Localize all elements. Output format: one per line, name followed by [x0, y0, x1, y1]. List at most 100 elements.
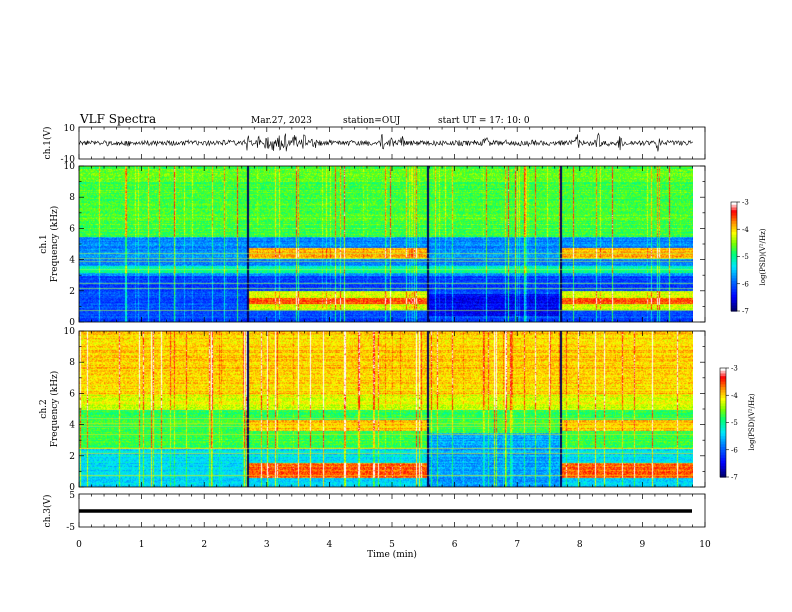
frequency-tick-label: 0 — [69, 318, 75, 328]
figure-title: VLF Spectra — [79, 112, 156, 126]
colorbar-segment — [731, 221, 737, 225]
colorbar-segment — [720, 441, 726, 445]
time-axis-tick-label: 0 — [76, 540, 82, 550]
ch1-colorbar-gradient — [731, 202, 737, 312]
ch2-spectrogram-ylabel-freq: Frequency (kHz) — [49, 371, 60, 448]
time-axis-tick-label: 2 — [201, 540, 207, 550]
colorbar-segment — [720, 460, 726, 464]
colorbar-tick-label: -3 — [742, 199, 749, 207]
time-axis-tick-label: 7 — [514, 540, 520, 550]
colorbar-segment — [731, 207, 737, 211]
colorbar-segment — [731, 259, 737, 263]
ch1-spectrogram-ylabel-channel: ch.1 — [39, 234, 49, 253]
colorbar-segment — [720, 384, 726, 388]
ch2-colorbar-gradient — [720, 368, 726, 478]
colorbar-segment — [720, 400, 726, 405]
colorbar-segment — [731, 308, 737, 312]
colorbar-segment — [720, 457, 726, 462]
colorbar-segment — [731, 253, 737, 258]
colorbar-segment — [731, 251, 737, 255]
colorbar-segment — [720, 433, 726, 437]
colorbar-tick-label: -5 — [742, 253, 749, 261]
colorbar-segment — [720, 463, 726, 467]
ch3-waveform-panel: 5 -5 ch.3(V) — [42, 491, 706, 533]
colorbar-segment — [720, 455, 726, 459]
ch1-waveform-trace — [78, 132, 693, 152]
colorbar-segment — [720, 395, 726, 399]
ch1-spectrogram-ylabel-freq: Frequency (kHz) — [49, 206, 60, 283]
colorbar-segment — [731, 272, 737, 277]
colorbar-segment — [731, 291, 737, 296]
colorbar-segment — [720, 403, 726, 407]
colorbar-segment — [720, 370, 726, 375]
colorbar-segment — [731, 215, 737, 219]
colorbar-segment — [731, 226, 737, 230]
time-axis-tick-label: 9 — [640, 540, 646, 550]
time-axis-tick-label: 10 — [699, 540, 711, 550]
colorbar-segment — [731, 297, 737, 301]
start-time-label: start UT = 17: 10: 0 — [438, 116, 530, 126]
colorbar-segment — [720, 449, 726, 454]
frequency-tick-label: 10 — [64, 162, 76, 172]
colorbar-tick-label: -4 — [742, 226, 749, 234]
colorbar-segment — [720, 411, 726, 415]
colorbar-segment — [731, 305, 737, 309]
colorbar-segment — [720, 376, 726, 380]
colorbar-segment — [731, 234, 737, 239]
colorbar-segment — [731, 218, 737, 222]
ch1-spectrogram-yticks: 0 2 4 6 8 10 — [64, 162, 705, 328]
colorbar-segment — [720, 397, 726, 402]
colorbar-segment — [720, 373, 726, 377]
ch3-waveform-xticks — [78, 494, 706, 527]
colorbar-tick-label: -6 — [742, 280, 749, 288]
time-axis-label: Time (min) — [367, 549, 417, 560]
ch1-ytick-bottom: -10 — [61, 155, 76, 165]
colorbar-segment — [720, 452, 726, 456]
colorbar-segment — [731, 267, 737, 271]
time-axis-tick-label: 1 — [139, 540, 145, 550]
colorbar-segment — [731, 281, 737, 285]
ch1-ytick-top: 10 — [64, 124, 76, 134]
colorbar-segment — [731, 202, 737, 206]
colorbar-segment — [720, 389, 726, 394]
colorbar-segment — [731, 256, 737, 260]
time-axis-tick-label: 5 — [389, 540, 395, 550]
ch1-colorbar-ticks: -3 -4 -5 -6 -7 — [737, 199, 749, 316]
ch2-spectrogram-yticks: 0 2 4 6 8 10 — [64, 327, 705, 493]
colorbar-segment — [731, 242, 737, 247]
colorbar-segment — [720, 438, 726, 443]
colorbar-segment — [720, 447, 726, 451]
colorbar-segment — [731, 248, 737, 252]
colorbar-segment — [720, 378, 726, 383]
frequency-tick-label: 6 — [69, 224, 75, 234]
time-axis-tick-label: 6 — [452, 540, 458, 550]
colorbar-segment — [720, 471, 726, 475]
colorbar-segment — [731, 212, 737, 217]
ch3-waveform-ylabel: ch.3(V) — [42, 495, 53, 528]
ch2-spectrogram-xticks — [78, 331, 706, 487]
colorbar-segment — [731, 294, 737, 298]
colorbar-segment — [720, 417, 726, 421]
colorbar-segment — [720, 387, 726, 391]
colorbar-segment — [731, 270, 737, 274]
ch2-spectrogram-image — [79, 331, 693, 487]
ch2-colorbar-ticks: -3 -4 -5 -6 -7 — [726, 365, 738, 482]
colorbar-segment — [720, 368, 726, 372]
colorbar-segment — [720, 406, 726, 410]
time-axis-tick-label: 3 — [264, 540, 270, 550]
colorbar-tick-label: -7 — [731, 474, 738, 482]
colorbar-segment — [731, 229, 737, 233]
colorbar-segment — [720, 425, 726, 429]
colorbar-segment — [731, 210, 737, 214]
time-axis-tick-label: 8 — [577, 540, 583, 550]
ch1-spectrogram-image — [79, 166, 693, 322]
colorbar-segment — [720, 414, 726, 418]
ch2-spectrogram-ylabel-channel: ch.2 — [39, 399, 49, 418]
colorbar-segment — [731, 261, 737, 266]
frequency-tick-label: 8 — [69, 358, 75, 368]
colorbar-segment — [731, 283, 737, 288]
colorbar-segment — [720, 392, 726, 396]
colorbar-segment — [720, 427, 726, 432]
time-axis-tick-labels: 0 1 2 3 4 5 6 7 8 9 10 — [76, 540, 711, 550]
colorbar-segment — [731, 237, 737, 241]
